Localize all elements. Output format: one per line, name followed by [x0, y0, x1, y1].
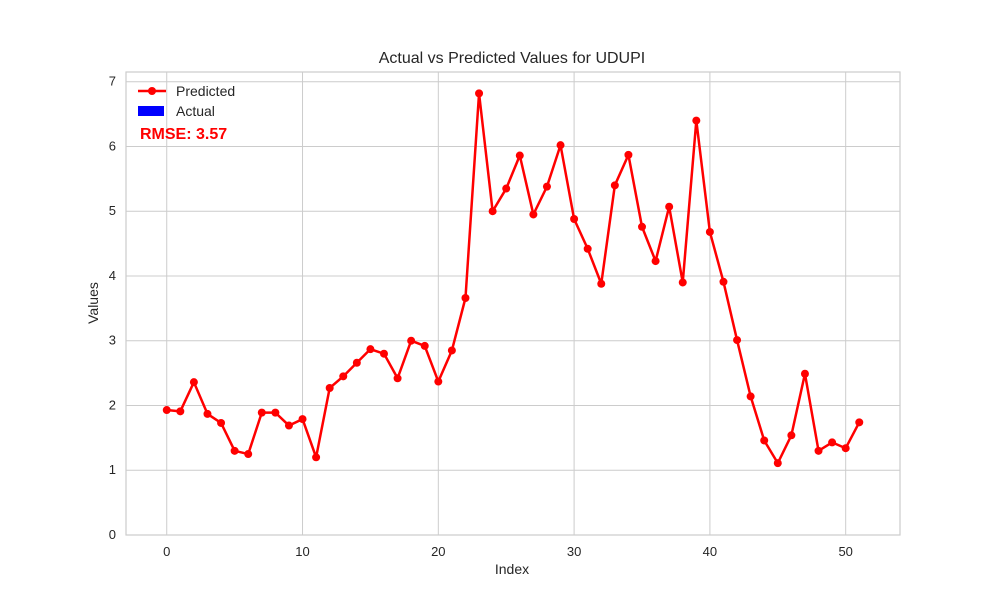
- predicted-point: [515, 151, 524, 160]
- predicted-point: [855, 418, 864, 427]
- predicted-point: [746, 392, 755, 401]
- predicted-point: [542, 182, 551, 191]
- x-tick-label: 10: [295, 544, 309, 559]
- predicted-point: [841, 444, 850, 453]
- predicted-point: [665, 202, 674, 211]
- predicted-point: [488, 207, 497, 216]
- predicted-point: [461, 294, 470, 302]
- x-tick-label: 50: [838, 544, 852, 559]
- y-tick-label: 6: [109, 138, 116, 153]
- y-tick-label: 7: [109, 74, 116, 89]
- predicted-point: [325, 384, 334, 393]
- predicted-point: [393, 374, 402, 383]
- legend: Predicted Actual: [138, 83, 235, 119]
- predicted-point: [733, 336, 742, 345]
- predicted-point: [230, 446, 239, 455]
- predicted-point: [434, 377, 443, 386]
- predicted-point: [244, 450, 253, 459]
- y-tick-label: 4: [109, 268, 116, 283]
- predicted-point: [189, 378, 198, 387]
- chart-title: Actual vs Predicted Values for UDUPI: [379, 50, 645, 67]
- predicted-point: [678, 278, 687, 287]
- legend-predicted-label: Predicted: [176, 83, 235, 99]
- predicted-point: [787, 431, 796, 440]
- predicted-point: [773, 459, 782, 468]
- predicted-point: [162, 406, 171, 415]
- grid-layer: [126, 72, 900, 536]
- series-layer: [162, 89, 864, 468]
- y-tick-label: 1: [109, 462, 116, 477]
- predicted-point: [692, 116, 701, 125]
- y-tick-label: 0: [109, 527, 116, 542]
- predicted-point: [705, 227, 714, 236]
- predicted-point: [502, 184, 511, 193]
- x-tick-label: 0: [163, 544, 170, 559]
- predicted-point: [638, 222, 646, 231]
- predicted-point: [556, 141, 565, 150]
- predicted-series-line: [165, 92, 861, 465]
- predicted-point: [651, 257, 660, 266]
- tick-layer: 0 10 20 30 40 50 0 1 2 3 4 5 6 7: [109, 74, 853, 559]
- predicted-point: [257, 408, 266, 417]
- y-tick-label: 2: [109, 397, 116, 412]
- legend-actual-swatch: [138, 106, 164, 116]
- predicted-point: [800, 369, 809, 378]
- predicted-point: [624, 150, 633, 159]
- predicted-point: [298, 415, 307, 424]
- predicted-point: [339, 372, 348, 381]
- predicted-point: [420, 341, 429, 350]
- predicted-point: [570, 214, 579, 223]
- x-tick-label: 20: [431, 544, 445, 559]
- predicted-point: [760, 436, 769, 445]
- x-tick-label: 40: [703, 544, 717, 559]
- predicted-point: [203, 409, 212, 418]
- legend-actual-label: Actual: [176, 103, 215, 119]
- predicted-point: [828, 438, 837, 447]
- legend-predicted-marker: [148, 87, 156, 95]
- y-tick-label: 5: [109, 203, 116, 218]
- predicted-point: [610, 181, 619, 190]
- predicted-point: [583, 244, 592, 253]
- predicted-point: [176, 407, 185, 416]
- predicted-point: [475, 89, 484, 98]
- predicted-point: [366, 345, 375, 354]
- predicted-point: [597, 279, 606, 288]
- predicted-point: [271, 408, 280, 417]
- plot-frame: [125, 71, 901, 536]
- predicted-point: [217, 418, 226, 427]
- predicted-point: [352, 358, 361, 367]
- predicted-point: [814, 446, 823, 455]
- y-axis-label: Values: [85, 282, 101, 324]
- predicted-point: [380, 349, 388, 358]
- x-axis-label: Index: [495, 561, 529, 577]
- predicted-point: [312, 453, 321, 462]
- predicted-point: [284, 421, 293, 430]
- predicted-point: [719, 277, 728, 286]
- y-tick-label: 3: [109, 333, 116, 348]
- x-tick-label: 30: [567, 544, 581, 559]
- predicted-point: [529, 210, 538, 219]
- predicted-point: [447, 346, 456, 355]
- predicted-point: [407, 336, 416, 345]
- rmse-annotation: RMSE: 3.57: [140, 126, 227, 143]
